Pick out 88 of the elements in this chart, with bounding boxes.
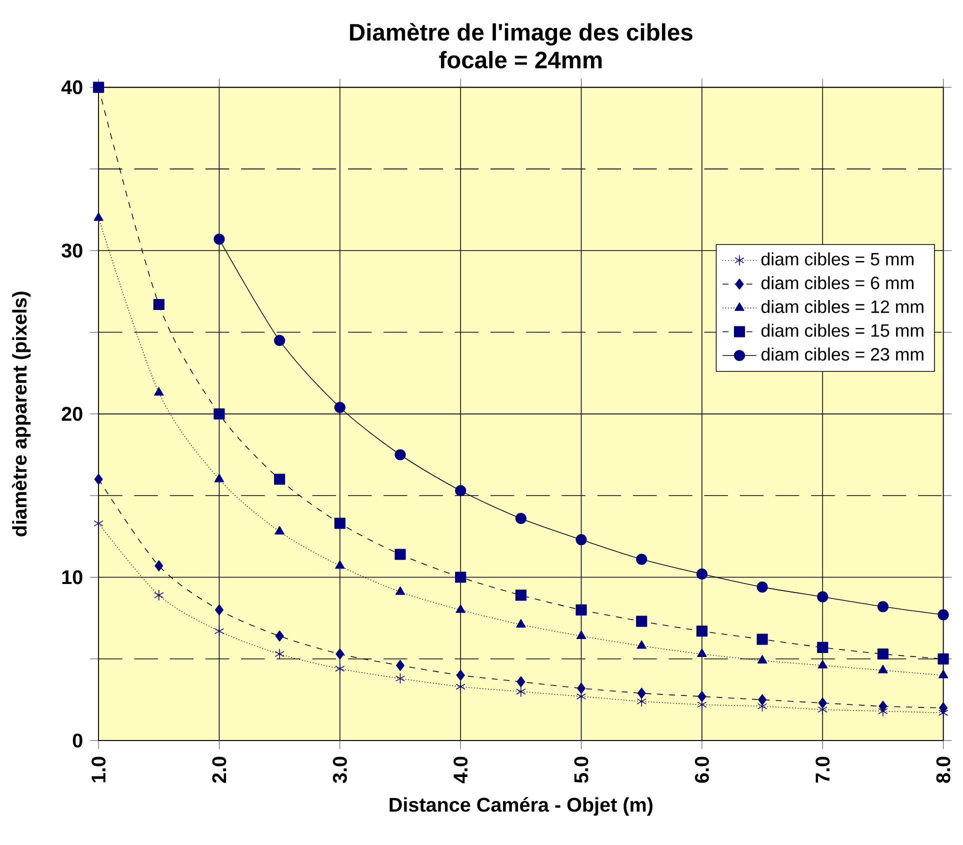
point <box>153 299 164 310</box>
point <box>696 568 708 580</box>
point <box>214 604 224 616</box>
y-axis-title: diamètre apparent (pixels) <box>12 292 31 536</box>
y-tick-label: 20 <box>62 407 82 422</box>
point <box>576 534 587 546</box>
point <box>455 485 466 496</box>
x-tick-label: 7.0 <box>816 756 830 783</box>
point <box>456 681 466 692</box>
point <box>938 653 949 665</box>
x-tick-label: 1.0 <box>92 756 106 782</box>
point <box>697 648 707 658</box>
chart-title: Diamètre de l'image des cibles <box>350 23 692 46</box>
legend-label: diam cibles = 5 mm <box>761 252 914 266</box>
point <box>154 387 164 396</box>
legend-label: diam cibles = 23 mm <box>761 348 924 361</box>
legend-label: diam cibles = 6 mm <box>761 276 914 290</box>
point <box>94 212 104 222</box>
legend-label: diam cibles = 15 mm <box>761 324 924 337</box>
point <box>274 474 286 485</box>
point <box>576 630 586 640</box>
point <box>94 518 104 530</box>
point <box>515 513 526 524</box>
point <box>274 335 286 346</box>
x-tick-label: 3.0 <box>332 756 347 784</box>
point <box>455 572 466 583</box>
point <box>334 402 346 414</box>
point <box>636 554 648 565</box>
point <box>818 698 827 709</box>
legend-label: diam cibles = 12 mm <box>761 300 924 314</box>
point <box>515 590 526 601</box>
point <box>757 655 768 664</box>
point <box>154 590 164 601</box>
point <box>878 664 888 674</box>
point <box>154 560 164 572</box>
x-tick-label: 4.0 <box>454 756 468 784</box>
point <box>456 604 466 613</box>
point <box>94 474 103 485</box>
point <box>214 626 224 637</box>
x-tick-label: 2.0 <box>212 756 226 783</box>
x-tick-label: 5.0 <box>574 756 588 784</box>
point <box>698 691 706 702</box>
point <box>877 648 888 660</box>
point <box>877 601 888 612</box>
point <box>939 702 948 714</box>
point <box>395 673 406 684</box>
x-tick-label: 8.0 <box>936 756 950 784</box>
y-tick-label: 40 <box>61 80 82 94</box>
point <box>214 408 225 420</box>
point <box>758 694 767 706</box>
point <box>456 670 465 681</box>
point <box>696 626 708 637</box>
point <box>335 560 345 569</box>
point <box>395 586 406 596</box>
point <box>817 642 828 654</box>
point <box>938 670 948 678</box>
y-tick-label: 10 <box>62 570 82 584</box>
point <box>214 474 224 482</box>
point <box>577 682 586 694</box>
point <box>396 660 405 672</box>
point <box>516 619 526 628</box>
point <box>938 609 949 620</box>
point <box>636 640 646 649</box>
point <box>214 234 225 245</box>
point <box>394 449 406 460</box>
point <box>394 548 406 560</box>
point <box>516 676 526 688</box>
x-tick-label: 6.0 <box>694 756 709 783</box>
point <box>336 648 344 660</box>
point <box>817 591 828 603</box>
point <box>576 604 587 616</box>
point <box>636 616 648 628</box>
x-axis-title: Distance Caméra - Objet (m) <box>390 797 652 816</box>
point <box>275 630 284 642</box>
point <box>637 688 646 699</box>
point <box>274 526 284 535</box>
point <box>274 648 284 660</box>
y-tick-label: 0 <box>72 734 82 748</box>
point <box>756 634 768 645</box>
point <box>335 663 345 674</box>
chart-subtitle: focale = 24mm <box>439 51 602 69</box>
point <box>878 700 888 712</box>
point <box>818 660 828 669</box>
y-tick-label: 30 <box>62 244 82 258</box>
point <box>516 686 526 698</box>
point <box>334 518 346 530</box>
point <box>93 82 104 93</box>
point <box>756 582 768 593</box>
